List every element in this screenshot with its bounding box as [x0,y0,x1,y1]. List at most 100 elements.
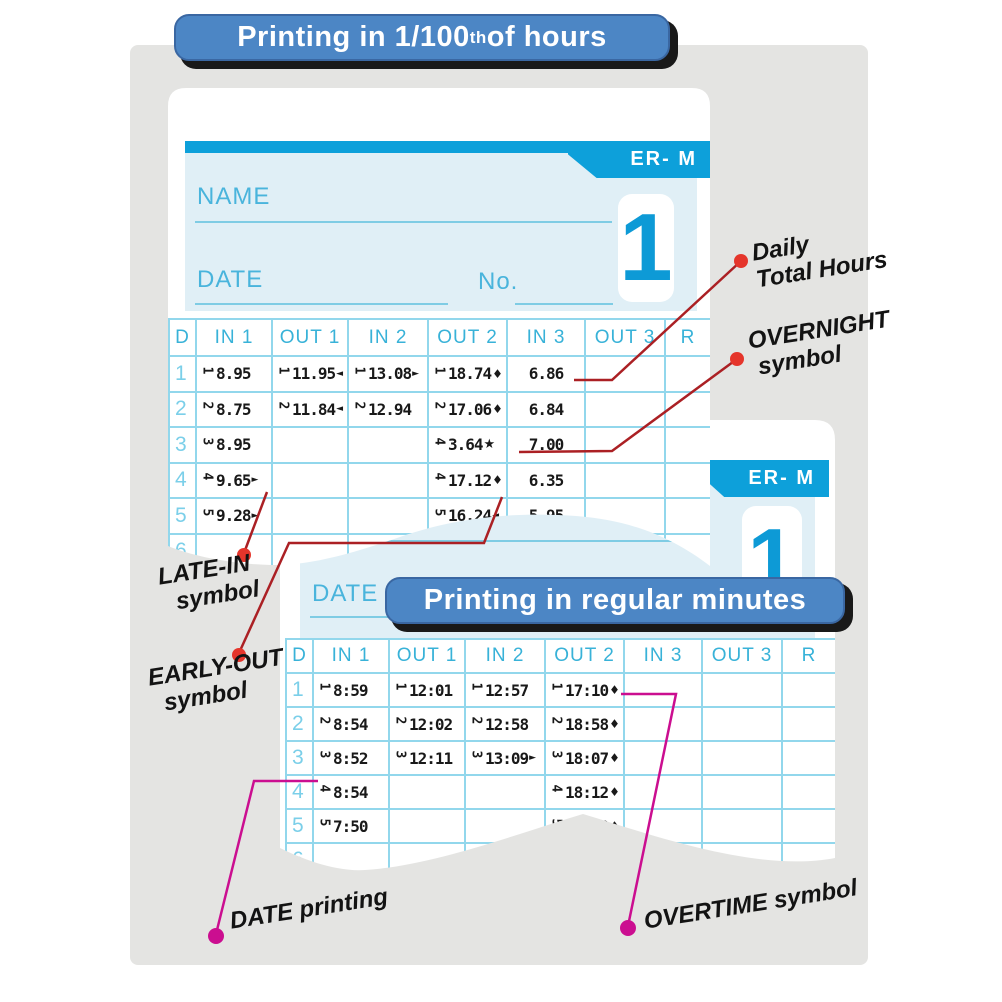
punch-cell: 6.35 [508,464,586,498]
column-header: OUT 1 [273,320,349,355]
printed-date-digit: 1 [548,682,564,691]
punch-cell [666,393,712,427]
table-row: 1 1 8:59 1 12:01 1 12:57 1 17:10 ♦ [287,674,837,708]
punch-cell: 1 8:59 [314,674,390,706]
punch-cell [783,708,837,740]
column-header: R [783,640,837,672]
day-number-cell: 4 [287,776,314,808]
punch-value: 17:10 [565,680,609,700]
punch-cell [625,742,703,774]
punch-cell: 3 8.95 [197,428,273,462]
punch-value: 9.28 [216,506,251,526]
punch-cell [625,810,703,842]
column-header: OUT 2 [546,640,625,672]
table-row: 2 2 8.75 2 11.84 ◄ 2 12.94 2 17.06 ♦ 6.84 [170,393,712,429]
table-row: 3 3 8:52 3 12:11 3 13:09 ► 3 18:07 ♦ [287,742,837,776]
column-header: IN 2 [466,640,546,672]
punch-cell [349,428,429,462]
punch-cell [783,776,837,808]
punch-cell: 7.00 [508,428,586,462]
printed-date-digit: 2 [316,716,332,725]
day-number-cell: 1 [287,674,314,706]
punch-cell [349,464,429,498]
punch-cell: 2 18:58 ♦ [546,708,625,740]
date-line [195,303,448,305]
late-in-symbol-mark: ► [251,510,259,521]
punch-cell: 1 12:57 [466,674,546,706]
early-out-symbol-mark: ◄ [336,368,344,379]
punch-cell: 3 13:09 ► [466,742,546,774]
table-row: 4 4 8:54 4 18:12 ♦ [287,776,837,810]
punch-value: 13.08 [368,364,412,384]
punch-value: 18:12 [565,782,609,802]
punch-cell: 1 13.08 ► [349,357,429,391]
day-number-cell: 2 [287,708,314,740]
punch-cell [703,844,783,876]
column-header: IN 3 [508,320,586,355]
daily-total-value: 6.86 [528,364,564,384]
punch-cell [703,674,783,706]
punch-value: 8:54 [333,782,368,802]
day-number-cell: 3 [170,428,197,462]
punch-cell: 2 17.06 ♦ [429,393,508,427]
punch-value: 8.95 [216,435,251,455]
printed-date-digit: 1 [392,682,408,691]
table-row: 4 4 9.65 ► 4 17.12 ♦ 6.35 [170,464,712,500]
overtime-symbol-mark: ♦ [609,751,620,765]
model-label: ER- M [630,148,697,170]
model-tab: ER- M [698,460,829,497]
punch-value: 7:50 [333,816,368,836]
banner-hours-text-post: of hours [486,21,607,53]
printed-date-digit: 1 [199,366,215,375]
punch-cell [586,499,666,533]
punch-value: 8:52 [333,748,368,768]
card-number-box: 1 [618,194,674,302]
printed-date-digit: 3 [548,750,564,759]
punch-value: 9.65 [216,470,251,490]
late-in-symbol-mark: ► [412,368,420,379]
punch-cell: 4 8:54 [314,776,390,808]
day-number-cell: 2 [170,393,197,427]
punch-cell: 2 12:02 [390,708,466,740]
punch-value: 18.74 [448,364,492,384]
punch-cell [273,428,349,462]
punch-cell: 3 8:52 [314,742,390,774]
printed-date-digit: 3 [392,750,408,759]
punch-value: 12:57 [485,680,529,700]
daily-total-value: 6.84 [528,399,564,419]
table-row: 1 1 8.95 1 11.95 ◄ 1 13.08 ► 1 18.74 ♦ 6.86 [170,357,712,393]
no-line [515,303,613,305]
punch-cell: 1 8.95 [197,357,273,391]
punch-cell: 6.86 [508,357,586,391]
printed-date-digit: 2 [431,401,447,410]
name-line [195,221,612,223]
daily-total-value: 7.00 [528,435,564,455]
day-number-cell: 1 [170,357,197,391]
punch-cell: 2 11.84 ◄ [273,393,349,427]
printed-date-digit: 2 [275,401,291,410]
punch-value: 18:58 [565,714,609,734]
daily-total-value: 6.35 [528,470,564,490]
punch-cell: 4 17.12 ♦ [429,464,508,498]
table-row: 2 2 8:54 2 12:02 2 12:58 2 18:58 ♦ [287,708,837,742]
punch-value: 12:11 [409,748,453,768]
early-out-symbol-mark: ◄ [336,404,344,415]
printed-date-digit: 2 [548,716,564,725]
printed-date-digit: 2 [351,401,367,410]
punch-value: 12:58 [485,714,529,734]
punch-value: 12:01 [409,680,453,700]
punch-cell [625,708,703,740]
model-label: ER- M [748,467,815,489]
printed-date-digit: 1 [316,682,332,691]
punch-value: 12.94 [368,399,412,419]
table-row: 3 3 8.95 4 3.64 ★ 7.00 [170,428,712,464]
punch-cell: 1 12:01 [390,674,466,706]
punch-cell [314,844,390,876]
printed-date-digit: 2 [392,716,408,725]
printed-date-digit: 4 [199,472,215,481]
printed-date-digit: 1 [275,366,291,375]
model-tab: ER- M [568,141,711,178]
punch-value: 3.64 [448,435,483,455]
punch-value: 13:09 [485,748,529,768]
